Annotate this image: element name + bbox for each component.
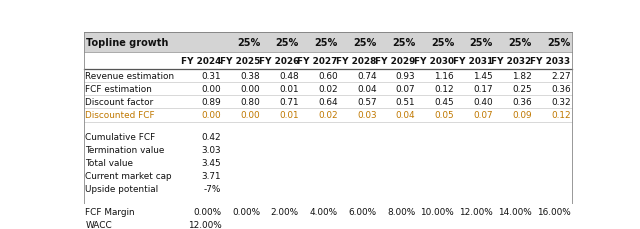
Text: 2.27: 2.27 [551, 72, 570, 81]
Text: 10.00%: 10.00% [420, 207, 454, 216]
Text: 12.00%: 12.00% [459, 207, 493, 216]
Text: 0.32: 0.32 [551, 98, 570, 107]
Text: Topline growth: Topline growth [86, 38, 168, 48]
Text: 25%: 25% [547, 38, 570, 48]
Text: 0.89: 0.89 [202, 98, 221, 107]
Text: Cumulative FCF: Cumulative FCF [86, 132, 156, 141]
Text: FY 2027: FY 2027 [298, 57, 338, 66]
Text: 0.74: 0.74 [357, 72, 376, 81]
Text: 3.03: 3.03 [202, 145, 221, 154]
Text: Revenue estimation: Revenue estimation [86, 72, 175, 81]
Text: 2.00%: 2.00% [271, 207, 299, 216]
Text: FY 2031: FY 2031 [453, 57, 493, 66]
Text: 0.04: 0.04 [357, 85, 376, 94]
Text: Termination value: Termination value [86, 145, 165, 154]
Text: FY 2026: FY 2026 [259, 57, 299, 66]
Text: 0.36: 0.36 [512, 98, 532, 107]
Text: 0.42: 0.42 [202, 132, 221, 141]
Text: 0.38: 0.38 [241, 72, 260, 81]
Text: Discounted FCF: Discounted FCF [86, 111, 155, 120]
Text: 0.60: 0.60 [318, 72, 338, 81]
Text: 14.00%: 14.00% [498, 207, 532, 216]
Text: 0.31: 0.31 [202, 72, 221, 81]
Text: 0.71: 0.71 [279, 98, 299, 107]
Text: 0.80: 0.80 [241, 98, 260, 107]
Text: 0.07: 0.07 [396, 85, 415, 94]
Text: Upside potential: Upside potential [86, 184, 159, 193]
Text: 0.00: 0.00 [202, 111, 221, 120]
Text: 0.03: 0.03 [357, 111, 376, 120]
Text: 0.93: 0.93 [396, 72, 415, 81]
Text: 0.64: 0.64 [318, 98, 338, 107]
Text: 0.09: 0.09 [512, 111, 532, 120]
Text: 3.45: 3.45 [202, 158, 221, 167]
Text: 25%: 25% [237, 38, 260, 48]
Text: 25%: 25% [470, 38, 493, 48]
Text: 0.00%: 0.00% [232, 207, 260, 216]
Text: 0.02: 0.02 [318, 85, 338, 94]
Text: Discount factor: Discount factor [86, 98, 154, 107]
Text: FY 2028: FY 2028 [336, 57, 376, 66]
Text: 0.00: 0.00 [202, 85, 221, 94]
Text: FY 2033: FY 2033 [531, 57, 570, 66]
Text: FCF Margin: FCF Margin [86, 207, 135, 216]
Text: 25%: 25% [431, 38, 454, 48]
Text: 0.04: 0.04 [396, 111, 415, 120]
Text: 16.00%: 16.00% [537, 207, 570, 216]
Text: FY 2030: FY 2030 [414, 57, 454, 66]
Text: 0.57: 0.57 [357, 98, 376, 107]
Text: FCF estimation: FCF estimation [86, 85, 152, 94]
Text: 0.48: 0.48 [279, 72, 299, 81]
Text: 0.36: 0.36 [551, 85, 570, 94]
Text: 6.00%: 6.00% [348, 207, 376, 216]
Text: 12.00%: 12.00% [188, 220, 221, 229]
Text: 1.82: 1.82 [512, 72, 532, 81]
Text: 25%: 25% [392, 38, 415, 48]
Text: 3.71: 3.71 [202, 171, 221, 180]
Text: 0.40: 0.40 [474, 98, 493, 107]
Text: 1.45: 1.45 [474, 72, 493, 81]
Text: 0.00%: 0.00% [193, 207, 221, 216]
Text: 0.17: 0.17 [474, 85, 493, 94]
Text: 0.01: 0.01 [279, 85, 299, 94]
Text: 4.00%: 4.00% [310, 207, 338, 216]
Text: 25%: 25% [353, 38, 376, 48]
Text: 25%: 25% [314, 38, 338, 48]
Text: Total value: Total value [86, 158, 134, 167]
Text: 0.01: 0.01 [279, 111, 299, 120]
Text: 0.02: 0.02 [318, 111, 338, 120]
Text: 0.25: 0.25 [512, 85, 532, 94]
Text: 0.45: 0.45 [435, 98, 454, 107]
Text: 0.12: 0.12 [551, 111, 570, 120]
Text: FY 2024: FY 2024 [181, 57, 221, 66]
Text: -7%: -7% [204, 184, 221, 193]
Text: 0.00: 0.00 [241, 85, 260, 94]
Text: 0.12: 0.12 [435, 85, 454, 94]
Text: 0.05: 0.05 [435, 111, 454, 120]
Text: 25%: 25% [276, 38, 299, 48]
Text: 0.07: 0.07 [474, 111, 493, 120]
Text: 25%: 25% [509, 38, 532, 48]
Text: 8.00%: 8.00% [387, 207, 415, 216]
Text: Current market cap: Current market cap [86, 171, 172, 180]
Text: 1.16: 1.16 [435, 72, 454, 81]
Bar [84, 33, 572, 53]
Text: FY 2025: FY 2025 [220, 57, 260, 66]
Text: 0.00: 0.00 [241, 111, 260, 120]
Text: FY 2029: FY 2029 [375, 57, 415, 66]
Text: 0.51: 0.51 [396, 98, 415, 107]
Text: FY 2032: FY 2032 [492, 57, 532, 66]
Text: WACC: WACC [86, 220, 112, 229]
